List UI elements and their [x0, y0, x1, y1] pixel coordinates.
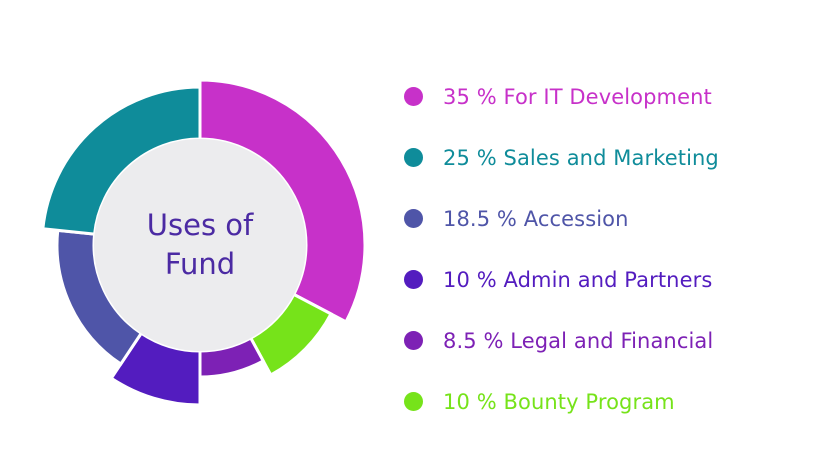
donut-chart: Uses of Fund	[41, 78, 367, 407]
center-label-line-1: Uses of	[147, 208, 254, 242]
legend-item: 18.5 % Accession	[404, 188, 719, 249]
legend-label: 8.5 % Legal and Financial	[443, 328, 714, 353]
pie-slice	[41, 85, 202, 236]
donut-ring	[41, 78, 367, 407]
legend-item: 10 % Bounty Program	[404, 371, 719, 432]
chart-legend: 35 % For IT Development 25 % Sales and M…	[404, 66, 719, 432]
legend-label: 10 % Bounty Program	[443, 389, 675, 414]
legend-marker	[404, 209, 423, 228]
legend-marker	[404, 148, 423, 167]
donut-center	[94, 139, 306, 351]
legend-marker	[404, 87, 423, 106]
legend-item: 35 % For IT Development	[404, 66, 719, 127]
legend-label: 10 % Admin and Partners	[443, 267, 713, 292]
legend-item: 25 % Sales and Marketing	[404, 127, 719, 188]
legend-marker	[404, 392, 423, 411]
center-label-line-2: Fund	[165, 247, 235, 281]
legend-marker	[404, 331, 423, 350]
legend-marker	[404, 270, 423, 289]
legend-label: 18.5 % Accession	[443, 206, 629, 231]
legend-label: 25 % Sales and Marketing	[443, 145, 719, 170]
legend-label: 35 % For IT Development	[443, 84, 712, 109]
legend-item: 10 % Admin and Partners	[404, 249, 719, 310]
legend-item: 8.5 % Legal and Financial	[404, 310, 719, 371]
